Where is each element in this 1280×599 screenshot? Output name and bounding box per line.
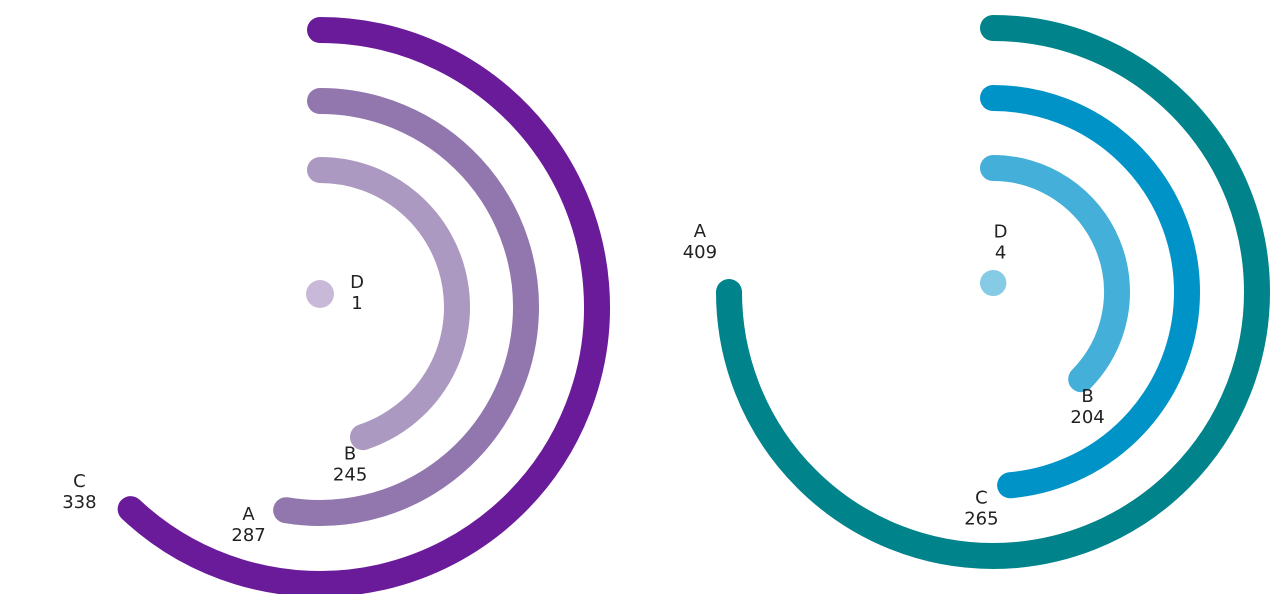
label-d-category: D <box>994 222 1008 243</box>
label-c-category: C <box>73 471 86 492</box>
label-a-value: 287 <box>231 525 265 546</box>
label-b-value: 204 <box>1070 407 1104 428</box>
label-c-value: 265 <box>964 509 998 530</box>
arc-b <box>320 170 457 437</box>
label-c-category: C <box>975 488 988 509</box>
label-a-value: 409 <box>683 242 717 263</box>
arc-d <box>306 280 334 308</box>
label-d-value: 1 <box>351 293 362 314</box>
label-b-category: B <box>1081 386 1093 407</box>
label-b-category: B <box>344 443 356 464</box>
arc-b <box>993 168 1117 379</box>
label-b-value: 245 <box>333 464 367 485</box>
label-c-value: 338 <box>62 492 96 513</box>
label-a-category: A <box>694 221 707 242</box>
label-a-category: A <box>242 504 255 525</box>
label-d-category: D <box>350 272 364 293</box>
label-d-value: 4 <box>995 243 1006 264</box>
